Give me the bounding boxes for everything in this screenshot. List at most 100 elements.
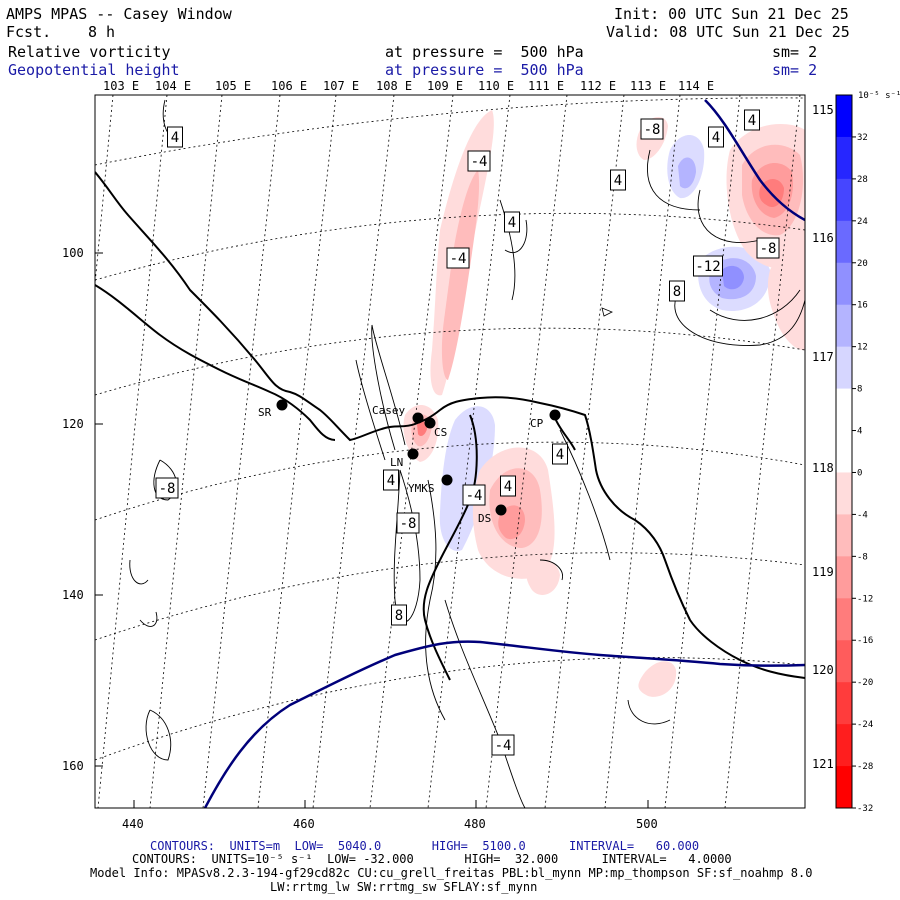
color-bar: 10⁻⁵ s⁻¹ 32 28 24 20 16 12 8 4 0 -4 -8 -12 -16 -20 -24 -… [835,91,900,814]
top-longitude-label: 114 E [678,79,714,93]
contour-label-box [693,255,723,277]
y-tick-label: 100 [62,246,84,260]
color-bar-tick-label: -24 [857,720,873,730]
color-bar-tick-label: 24 [857,217,868,227]
color-bar-tick-label: 28 [857,175,868,185]
color-bar-tick-label: 32 [857,133,868,143]
station-label: CS [434,426,447,439]
x-tick-label: 460 [293,817,315,831]
color-bar-segment [836,598,852,641]
top-longitude-label: 106 E [271,79,307,93]
contour-label-box [756,237,780,259]
field2-level: at pressure = 500 hPa [385,61,584,79]
contour-label: -4 [495,738,512,754]
top-longitude-label: 109 E [427,79,463,93]
contour-label: 4 [387,473,395,489]
color-bar-tick-label: -12 [857,594,873,604]
footer-model-info: Model Info: MPASv8.2.3-194-gf29cd82c CU:… [90,866,813,880]
station-marker [412,412,424,424]
graticule [95,95,805,808]
color-bar-tick-label: 8 [857,385,862,395]
color-bar-tick-label: 16 [857,301,868,311]
color-bar-segment [836,262,852,306]
station-label: YMKS [408,482,435,495]
color-bar-segment [836,220,852,264]
station-label: LN [390,456,403,469]
color-bar-segment [836,95,852,138]
contour-label: -12 [695,259,720,275]
map-plot-area: SR Casey CS CP LN YMKS DS 4 4 -8 4 -4 4 4 -4 -8 -12 8 4 -8… [95,95,805,808]
contour-label-box [610,169,626,191]
contour-label-box [462,484,486,506]
contour-label-box [167,126,183,148]
color-bar-unit: 10⁻⁵ s⁻¹ [858,91,900,101]
field2-smoothing: sm= 2 [772,61,818,79]
color-bar-tick-label: -4 [857,510,868,520]
contour-label: -8 [760,241,777,257]
y-tick-label: 160 [62,759,84,773]
color-bar-tick-label: -20 [857,678,873,688]
color-bar-segment [836,136,852,180]
contour-label-box [391,604,407,626]
y-tick-label: 120 [62,417,84,431]
footer-vorticity-contours: CONTOURS: UNITS=10⁻⁵ s⁻¹ LOW= -32.000 HI… [132,852,732,866]
contour-label-box [500,475,516,497]
field1-smoothing: sm= 2 [772,43,818,61]
contour-label-box [446,247,470,269]
contour-label: -4 [450,251,467,267]
color-bar-tick-label: 12 [857,343,868,353]
plot-frame [94,94,806,809]
coastline [95,171,805,681]
color-bar-segment [836,766,852,809]
contour-label: 4 [504,479,512,495]
color-bar-tick-label: -32 [857,804,873,814]
color-bar-segment [836,682,852,725]
color-bar-segment [836,514,852,557]
top-longitude-label: 105 E [215,79,251,93]
contour-label: 4 [171,130,179,146]
contour-label-box [504,211,520,233]
stations-layer: SR Casey CS CP LN YMKS DS [258,399,561,525]
footer-physics-info: LW:rrtmg_lw SW:rrtmg_sw SFLAY:sf_mynn [270,880,538,894]
color-bar-tick-label: 4 [857,427,862,437]
station-label: CP [530,417,544,430]
contour-label: 4 [748,113,756,129]
station-marker [441,474,453,486]
top-longitude-label: 108 E [376,79,412,93]
color-bar-segment [836,178,852,222]
top-longitude-label: 112 E [580,79,616,93]
geopotential-contours [203,99,805,808]
contour-label: 8 [673,284,681,300]
station-marker [407,448,419,460]
color-bar-tick-label: -8 [857,552,868,562]
color-bar-segment [836,388,852,432]
field1-level: at pressure = 500 hPa [385,43,584,61]
station-marker [495,504,507,516]
x-tick-label: 480 [464,817,486,831]
contour-label-box [708,126,724,148]
color-bar-tick-label: 0 [857,468,862,478]
color-bar-segment [836,640,852,683]
color-bar-segment [836,430,852,473]
contour-label: -8 [644,122,661,138]
top-longitude-label: 113 E [630,79,666,93]
y-tick-label: 140 [62,588,84,602]
contour-label-box [396,512,420,534]
station-label: Casey [372,404,405,417]
contour-label-box [383,469,399,491]
color-bar-segment [836,556,852,599]
top-longitude-label: 110 E [478,79,514,93]
contour-label-box [491,734,515,756]
contour-label: 8 [395,608,403,624]
forecast-label: Fcst. [6,23,52,41]
footer-height-contours: CONTOURS: UNITS=m LOW= 5040.0 HIGH= 5100… [150,839,700,853]
contour-label: -4 [466,488,483,504]
contour-label-box [669,280,685,302]
station-marker [549,409,561,421]
contour-label-box [744,109,760,131]
arrow-marker [601,307,613,317]
color-bar-tick-label: -16 [857,636,873,646]
color-bar-tick-label: -28 [857,762,873,772]
contour-label: 4 [614,173,622,189]
